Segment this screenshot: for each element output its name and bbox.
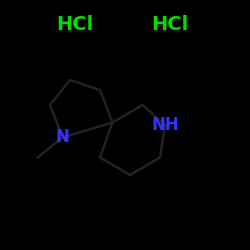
Text: N: N xyxy=(56,128,70,146)
Text: NH: NH xyxy=(151,116,179,134)
Text: HCl: HCl xyxy=(56,16,94,34)
Text: HCl: HCl xyxy=(152,16,189,34)
